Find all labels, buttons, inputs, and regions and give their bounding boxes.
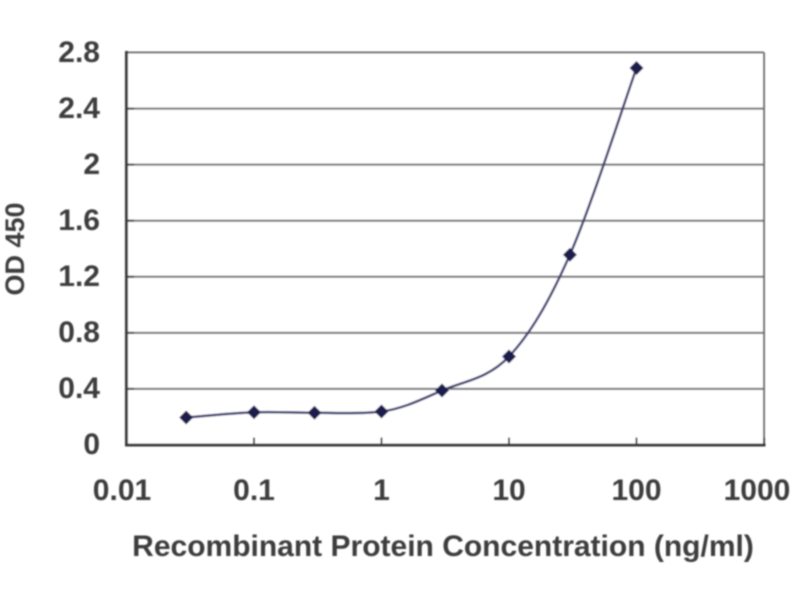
svg-text:2: 2 [83,148,100,181]
svg-text:1.6: 1.6 [58,204,100,237]
svg-text:1000: 1000 [724,474,791,507]
svg-text:0.01: 0.01 [93,474,151,507]
svg-text:Recombinant Protein Concentrat: Recombinant Protein Concentration (ng/ml… [132,530,754,563]
svg-text:2.8: 2.8 [58,36,100,69]
svg-text:2.4: 2.4 [58,92,100,125]
svg-text:1.2: 1.2 [58,260,100,293]
svg-text:10: 10 [492,474,525,507]
svg-text:0.4: 0.4 [58,372,100,405]
svg-text:OD 450: OD 450 [0,202,30,295]
svg-text:0.8: 0.8 [58,316,100,349]
svg-text:0.1: 0.1 [233,474,275,507]
svg-text:100: 100 [611,474,661,507]
svg-text:0: 0 [83,428,100,461]
svg-text:1: 1 [373,474,390,507]
